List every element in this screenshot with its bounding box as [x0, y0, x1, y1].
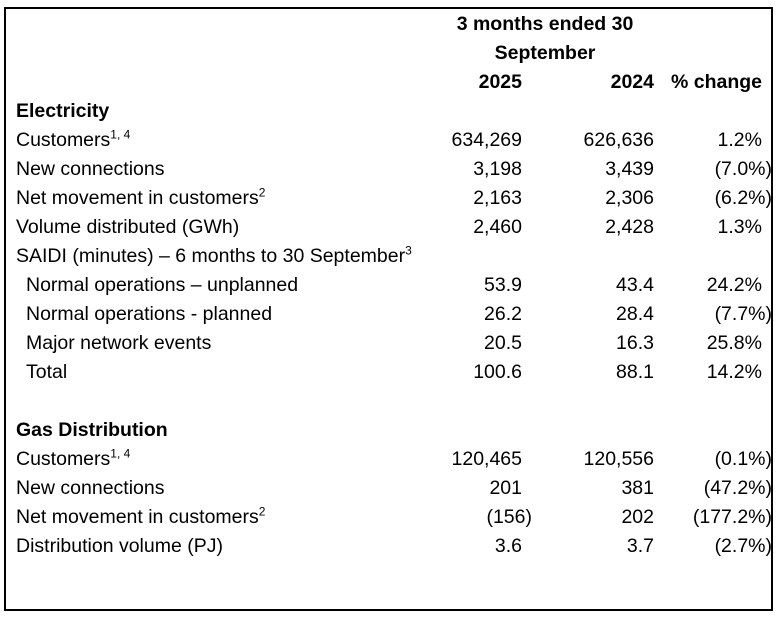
value-change [654, 242, 762, 271]
value-2024: 43.4 [616, 274, 654, 296]
value-2024: 2,428 [605, 216, 654, 238]
row-label: Electricity [16, 100, 110, 122]
value-2024 [522, 242, 654, 271]
row-label: Distribution volume (PJ) [16, 535, 223, 557]
value-change: (177.2%) [692, 506, 772, 528]
row-label: Net movement in customers2 [16, 185, 266, 210]
footnote-marker: 1, 4 [110, 446, 131, 461]
value-2025: 100.6 [473, 361, 522, 383]
value-2024: 3,439 [605, 158, 654, 180]
row-label: Customers1, 4 [16, 446, 131, 471]
value-change: (6.2%) [714, 187, 772, 209]
value-2024: 16.3 [616, 332, 654, 354]
value-2024: 2,306 [605, 187, 654, 209]
value-2025: 120,465 [451, 448, 523, 470]
row-label: SAIDI (minutes) – 6 months to 30 Septemb… [16, 243, 412, 268]
table-row: SAIDI (minutes) – 6 months to 30 Septemb… [16, 242, 762, 271]
value-2025 [386, 97, 522, 126]
value-change: (0.1%) [714, 448, 772, 470]
table-row: Net movement in customers2 (156) 202 (177.2… [16, 503, 771, 532]
table-row: New connections 3,198 3,439 (7.0%) [16, 155, 771, 184]
table-row: Customers1, 4 634,269 626,636 1.2% [16, 126, 762, 155]
period-header-line-2: September [494, 42, 596, 64]
value-2025 [386, 416, 522, 445]
value-change: (2.7%) [714, 535, 772, 557]
value-2025: 634,269 [451, 129, 523, 151]
period-header-row-2: September [16, 39, 762, 68]
empty-cell [16, 68, 386, 97]
table-row: Net movement in customers2 2,163 2,306 (6.2… [16, 184, 771, 213]
value-2024: 120,556 [583, 448, 655, 470]
table-row: Total 100.6 88.1 14.2% [16, 358, 762, 387]
value-2025: 53.9 [484, 274, 522, 296]
value-2025: 20.5 [484, 332, 522, 354]
table-row: Major network events 20.5 16.3 25.8% [16, 329, 762, 358]
value-2025: 2,460 [473, 216, 522, 238]
section-row: Gas Distribution [16, 416, 762, 445]
value-2025: 3.6 [494, 535, 522, 557]
results-table: 3 months ended 30 September 2025 2024 % … [4, 7, 773, 611]
value-2025: 201 [489, 477, 522, 499]
column-header-change: % change [670, 71, 762, 93]
row-label: Normal operations – unplanned [26, 274, 299, 296]
value-change [654, 97, 762, 126]
value-2025: 2,163 [473, 187, 522, 209]
column-header-row: 2025 2024 % change [16, 68, 762, 97]
row-label: Customers1, 4 [16, 127, 131, 152]
value-2024: 28.4 [616, 303, 654, 325]
value-2025: (156) [486, 506, 532, 528]
empty-cell [16, 10, 386, 39]
value-2024 [522, 416, 654, 445]
table-row: New connections 201 381 (47.2%) [16, 474, 771, 503]
value-change: 25.8% [706, 332, 762, 354]
footnote-marker: 1, 4 [110, 127, 131, 142]
row-label: Volume distributed (GWh) [16, 216, 240, 238]
value-change: 14.2% [706, 361, 762, 383]
value-2025: 26.2 [484, 303, 522, 325]
value-change [654, 416, 762, 445]
value-2024: 381 [621, 477, 654, 499]
value-2024: 202 [621, 506, 654, 528]
value-2025 [386, 242, 522, 271]
value-change: (47.2%) [703, 477, 772, 499]
table-rows: Electricity Customers1, 4 634,269 626,636 1.… [16, 97, 771, 561]
column-header-2025: 2025 [478, 71, 522, 93]
column-header-2024: 2024 [610, 71, 654, 93]
footnote-marker: 2 [258, 185, 266, 200]
footnote-marker: 3 [405, 243, 412, 258]
table-row: Normal operations - planned 26.2 28.4 (7.7%… [16, 300, 771, 329]
value-2024: 88.1 [616, 361, 654, 383]
value-change: (7.0%) [714, 158, 772, 180]
value-change: 1.2% [717, 129, 762, 151]
value-change: 24.2% [706, 274, 762, 296]
table-row: Volume distributed (GWh) 2,460 2,428 1.3% [16, 213, 762, 242]
table-row: Customers1, 4 120,465 120,556 (0.1%) [16, 445, 771, 474]
spacer-row [16, 387, 762, 416]
period-header-row-1: 3 months ended 30 [16, 10, 762, 39]
table-row: Normal operations – unplanned 53.9 43.4 24.… [16, 271, 762, 300]
value-2024: 3.7 [626, 535, 654, 557]
row-label: Net movement in customers2 [16, 504, 266, 529]
value-change: 1.3% [717, 216, 762, 238]
row-label: New connections [16, 158, 165, 180]
value-change: (7.7%) [714, 303, 772, 325]
table-row: Distribution volume (PJ) 3.6 3.7 (2.7%) [16, 532, 771, 561]
row-label: Gas Distribution [16, 419, 168, 441]
empty-cell [16, 39, 386, 68]
period-header-line-1: 3 months ended 30 [456, 13, 634, 35]
row-label: New connections [16, 477, 165, 499]
footnote-marker: 2 [258, 504, 266, 519]
section-row: Electricity [16, 97, 762, 126]
value-2024: 626,636 [583, 129, 655, 151]
row-label: Normal operations - planned [26, 303, 273, 325]
value-2024 [522, 97, 654, 126]
value-2025: 3,198 [473, 158, 522, 180]
row-label: Total [26, 361, 68, 383]
row-label: Major network events [26, 332, 212, 354]
